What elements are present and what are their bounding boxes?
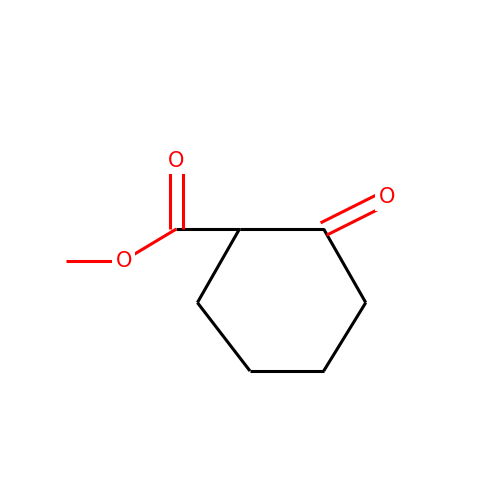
Text: O: O bbox=[378, 187, 395, 207]
Text: O: O bbox=[168, 150, 184, 171]
Text: O: O bbox=[115, 251, 132, 271]
